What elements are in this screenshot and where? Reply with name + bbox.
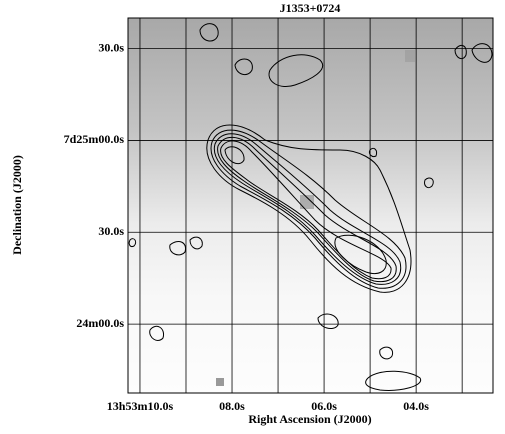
image-pixel <box>216 378 224 386</box>
contour <box>199 23 219 42</box>
contour <box>213 133 402 285</box>
contour <box>317 313 339 329</box>
contours <box>128 23 493 391</box>
contour <box>369 147 377 157</box>
x-axis-label: Right Ascension (J2000) <box>248 412 371 426</box>
contour <box>424 177 434 189</box>
contour <box>220 140 392 280</box>
y-tick-label: 30.0s <box>98 224 124 238</box>
contour <box>169 241 187 256</box>
y-tick-label: 7d25m00.0s <box>64 132 125 146</box>
contour <box>234 58 253 76</box>
contour <box>217 136 397 283</box>
contour <box>128 238 137 247</box>
contour <box>471 43 493 63</box>
contour <box>454 44 467 60</box>
contour <box>224 146 245 165</box>
contour <box>365 370 422 391</box>
plot-frame <box>127 17 494 394</box>
contour <box>334 234 387 274</box>
x-tick-label: 06.0s <box>311 399 337 413</box>
y-tick-label: 24m00.0s <box>76 316 124 330</box>
x-tick-label: 04.0s <box>403 399 429 413</box>
contour <box>149 325 165 341</box>
contour <box>379 346 394 360</box>
image-pixel <box>405 50 415 62</box>
contour <box>210 129 407 289</box>
image-pixel <box>300 195 314 209</box>
contour <box>268 54 323 87</box>
y-tick-label: 30.0s <box>98 40 124 54</box>
plot-area <box>128 18 493 393</box>
grid <box>128 18 493 393</box>
chart-title: J1353+0724 <box>280 1 341 15</box>
x-tick-label: 08.0s <box>219 399 245 413</box>
contour <box>206 124 412 293</box>
x-tick-label: 13h53m10.0s <box>107 399 174 413</box>
y-axis-label: Declination (J2000) <box>10 155 24 255</box>
contour <box>189 236 203 250</box>
